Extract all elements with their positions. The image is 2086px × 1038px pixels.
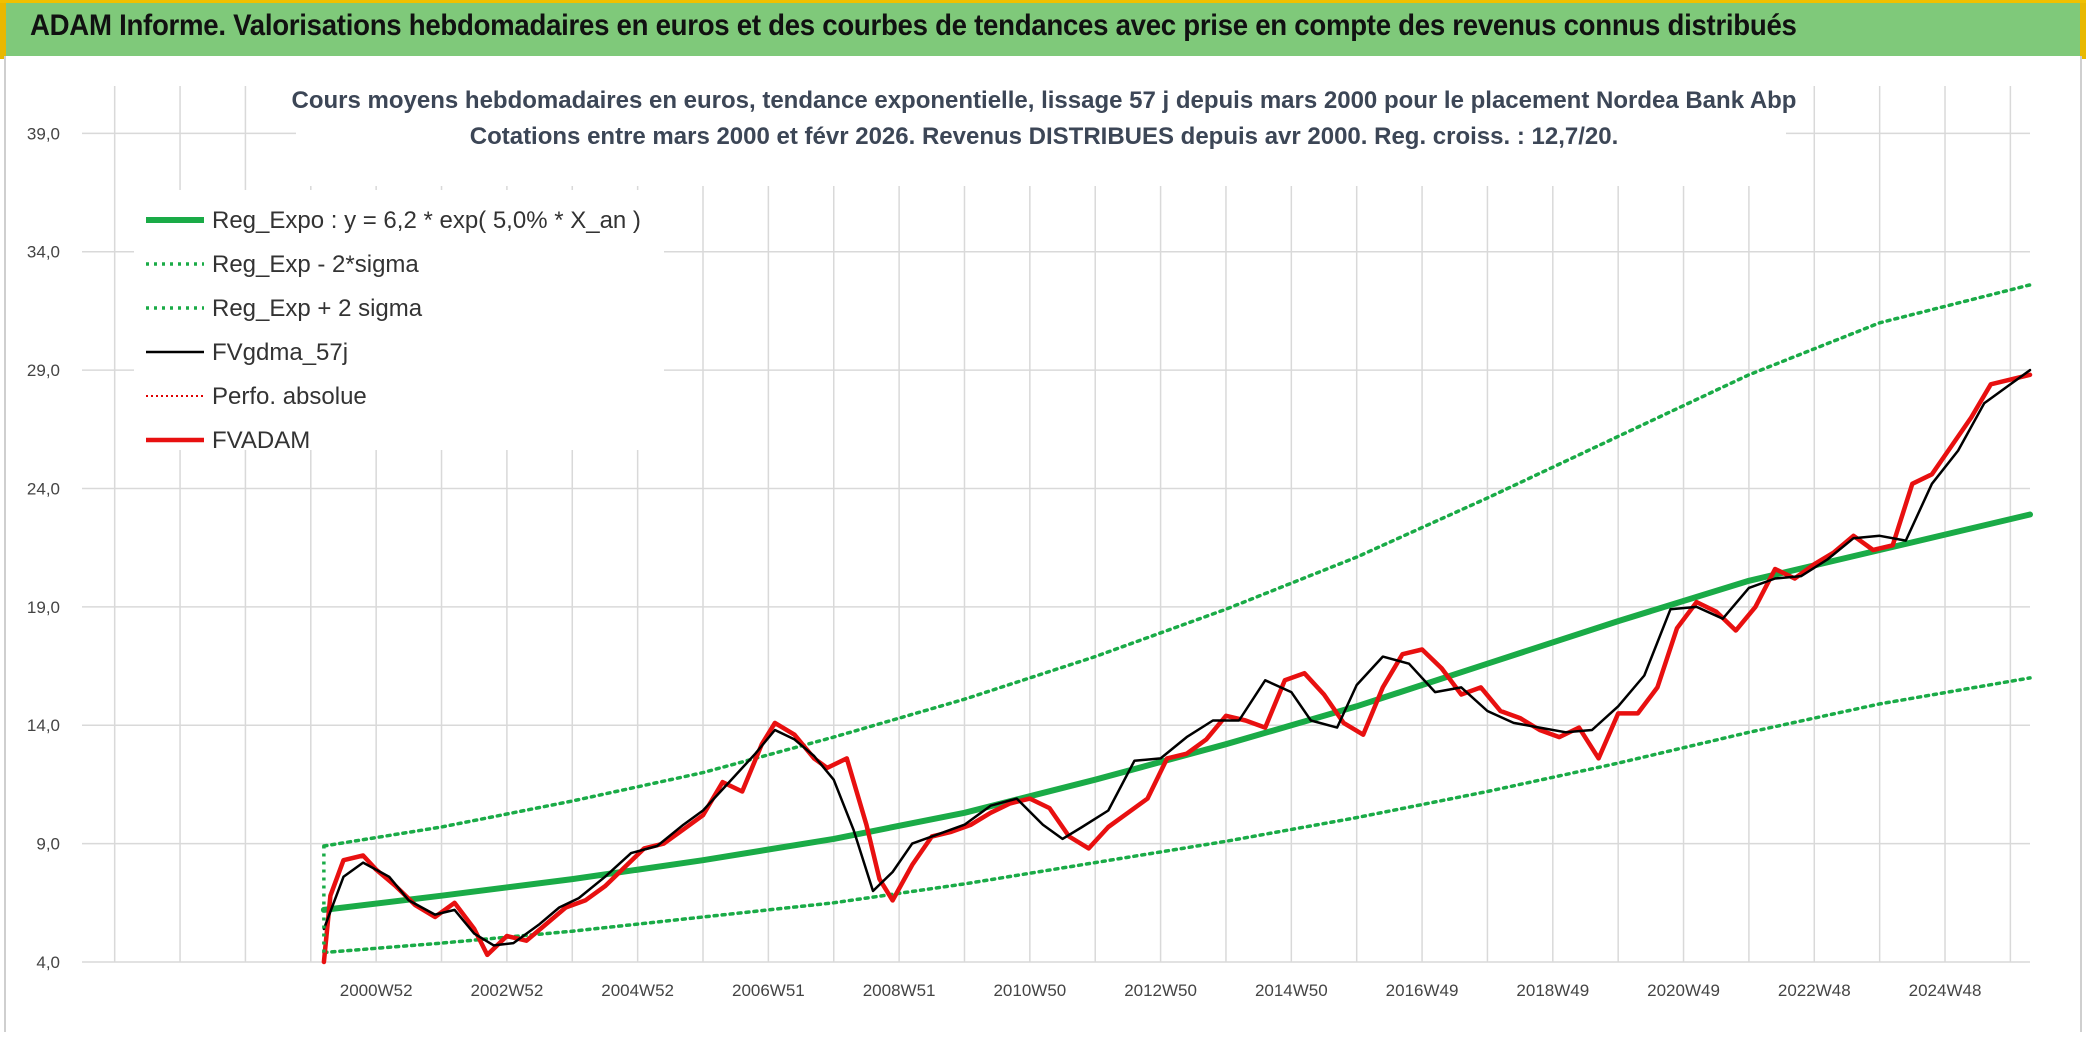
x-tick-label: 2006W51 (732, 981, 805, 1000)
legend-label: FVgdma_57j (212, 339, 348, 366)
legend-label: Reg_Exp - 2*sigma (212, 251, 419, 278)
x-tick-label: 2010W50 (993, 981, 1066, 1000)
series-area (320, 283, 2033, 965)
report-banner: ADAM Informe. Valorisations hebdomadaire… (0, 0, 2086, 59)
banner-corner-left (0, 3, 6, 59)
x-tick-label: 2012W50 (1124, 981, 1197, 1000)
x-tick-label: 2016W49 (1386, 981, 1459, 1000)
report-title: ADAM Informe. Valorisations hebdomadaire… (30, 9, 1797, 42)
x-tick-label: 2004W52 (601, 981, 674, 1000)
x-tick-label: 2020W49 (1647, 981, 1720, 1000)
y-tick-label: 14,0 (27, 716, 60, 735)
y-tick-label: 24,0 (27, 479, 60, 498)
series-line-5 (321, 372, 2033, 965)
series-line-0 (320, 511, 2033, 913)
legend-label: FVADAM (212, 427, 310, 454)
banner-corner-right (2080, 3, 2086, 59)
y-tick-label: 19,0 (27, 598, 60, 617)
y-tick-label: 4,0 (36, 953, 60, 972)
legend: Reg_Expo : y = 6,2 * exp( 5,0% * X_an ) R… (134, 190, 664, 454)
x-tick-label: 2008W51 (863, 981, 936, 1000)
y-tick-label: 9,0 (36, 835, 60, 854)
x-tick-label: 2024W48 (1909, 981, 1982, 1000)
legend-label: Reg_Exp + 2 sigma (212, 295, 423, 322)
y-tick-label: 34,0 (27, 243, 60, 262)
chart-title: Cours moyens hebdomadaires en euros, ten… (292, 87, 1797, 114)
x-tick-label: 2022W48 (1778, 981, 1851, 1000)
x-tick-label: 2018W49 (1516, 981, 1589, 1000)
y-axis: 4,0 9,0 14,0 19,0 24,0 29,0 34,0 39,0 (27, 124, 60, 972)
series-line-2 (322, 283, 2032, 848)
title-backdrop (296, 78, 1786, 186)
legend-label: Reg_Expo : y = 6,2 * exp( 5,0% * X_an ) (212, 207, 641, 234)
legend-label: Perfo. absolue (212, 383, 367, 410)
y-tick-label: 29,0 (27, 361, 60, 380)
chart-subtitle: Cotations entre mars 2000 et févr 2026. … (470, 123, 1619, 150)
y-tick-label: 39,0 (27, 124, 60, 143)
series-line-3 (322, 368, 2032, 947)
legend-backdrop (134, 190, 664, 450)
chart-canvas: Cours moyens hebdomadaires en euros, ten… (27, 78, 2033, 1000)
x-axis: 2000W52 2002W52 2004W52 2006W51 2008W51 2010W… (340, 981, 1982, 1000)
x-tick-label: 2000W52 (340, 981, 413, 1000)
x-tick-label: 2014W50 (1255, 981, 1328, 1000)
x-tick-label: 2002W52 (471, 981, 544, 1000)
chart-frame: Cours moyens hebdomadaires en euros, ten… (4, 56, 2082, 1032)
series-line-1 (322, 676, 2032, 955)
